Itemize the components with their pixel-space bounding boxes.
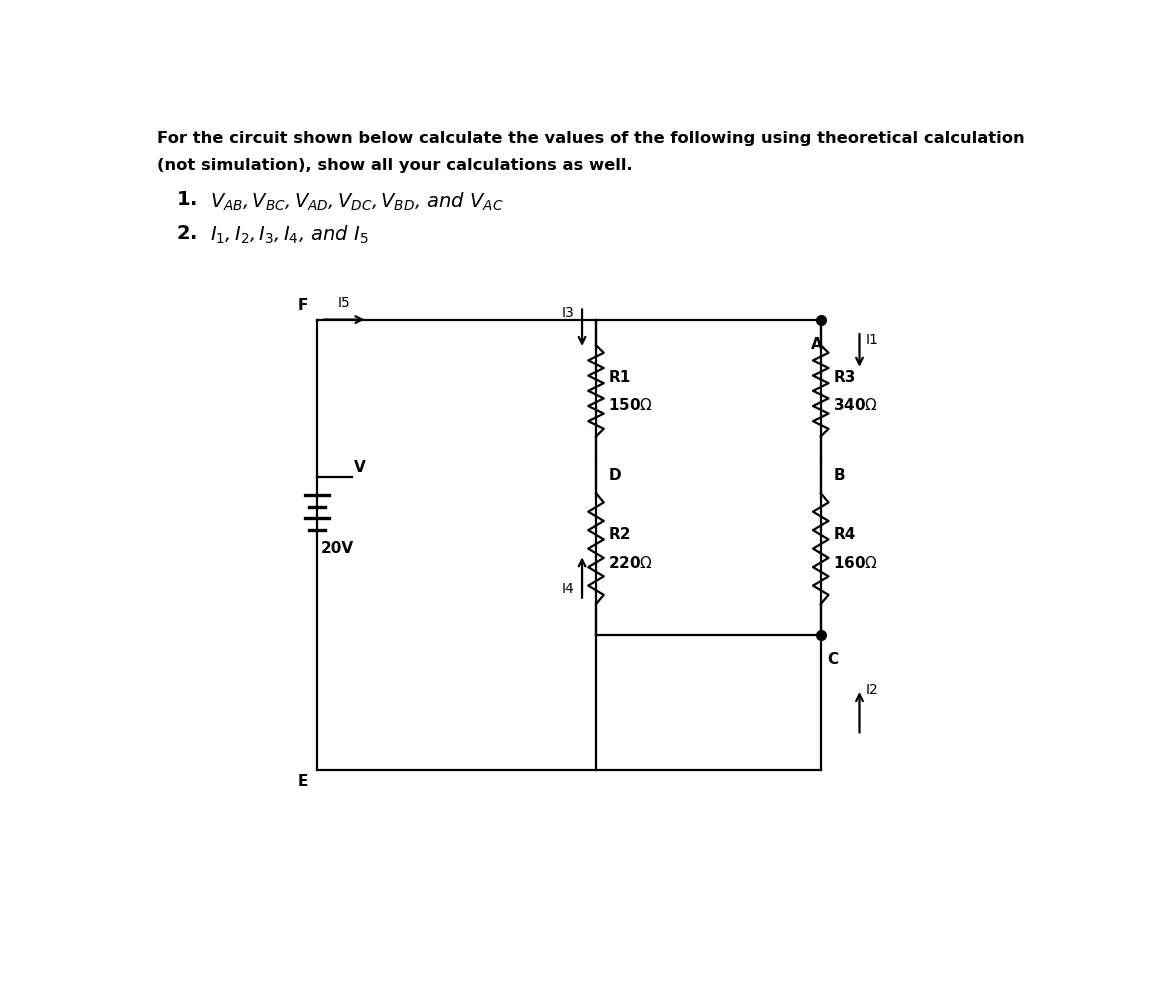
- Text: R1: R1: [608, 369, 631, 385]
- Text: F: F: [298, 299, 308, 313]
- Text: V: V: [354, 461, 366, 475]
- Text: E: E: [298, 774, 308, 789]
- Text: 340$\Omega$: 340$\Omega$: [833, 397, 878, 413]
- Text: B: B: [833, 468, 845, 483]
- Text: D: D: [608, 468, 621, 483]
- Text: $\mathbf{2.}$: $\mathbf{2.}$: [176, 224, 197, 244]
- Text: I1: I1: [866, 334, 879, 348]
- Text: I2: I2: [866, 682, 879, 697]
- Text: $\mathit{I_1}$,$\,\mathit{I_2}$,$\,\mathit{I_3}$,$\,\mathit{I_4}$, and $\mathit{: $\mathit{I_1}$,$\,\mathit{I_2}$,$\,\math…: [210, 224, 369, 246]
- Text: R2: R2: [608, 527, 631, 542]
- Text: R3: R3: [833, 369, 856, 385]
- Text: I5: I5: [338, 297, 350, 310]
- Text: I4: I4: [561, 582, 574, 596]
- Text: A: A: [811, 337, 823, 352]
- Text: 150$\Omega$: 150$\Omega$: [608, 397, 653, 413]
- Text: I3: I3: [561, 306, 574, 320]
- Text: For the circuit shown below calculate the values of the following using theoreti: For the circuit shown below calculate th…: [157, 131, 1024, 146]
- Text: 220$\Omega$: 220$\Omega$: [608, 555, 653, 571]
- Text: C: C: [827, 652, 838, 667]
- Text: $\mathit{V_{AB}}$,$\,\mathit{V_{BC}}$,$\,\mathit{V_{AD}}$,$\,\mathit{V_{DC}}$,$\: $\mathit{V_{AB}}$,$\,\mathit{V_{BC}}$,$\…: [210, 191, 504, 212]
- Text: R4: R4: [833, 527, 856, 542]
- Text: 160$\Omega$: 160$\Omega$: [833, 555, 878, 571]
- Text: (not simulation), show all your calculations as well.: (not simulation), show all your calculat…: [157, 158, 632, 173]
- Text: $\mathbf{1.}$: $\mathbf{1.}$: [176, 191, 197, 209]
- Text: 20V: 20V: [321, 541, 354, 557]
